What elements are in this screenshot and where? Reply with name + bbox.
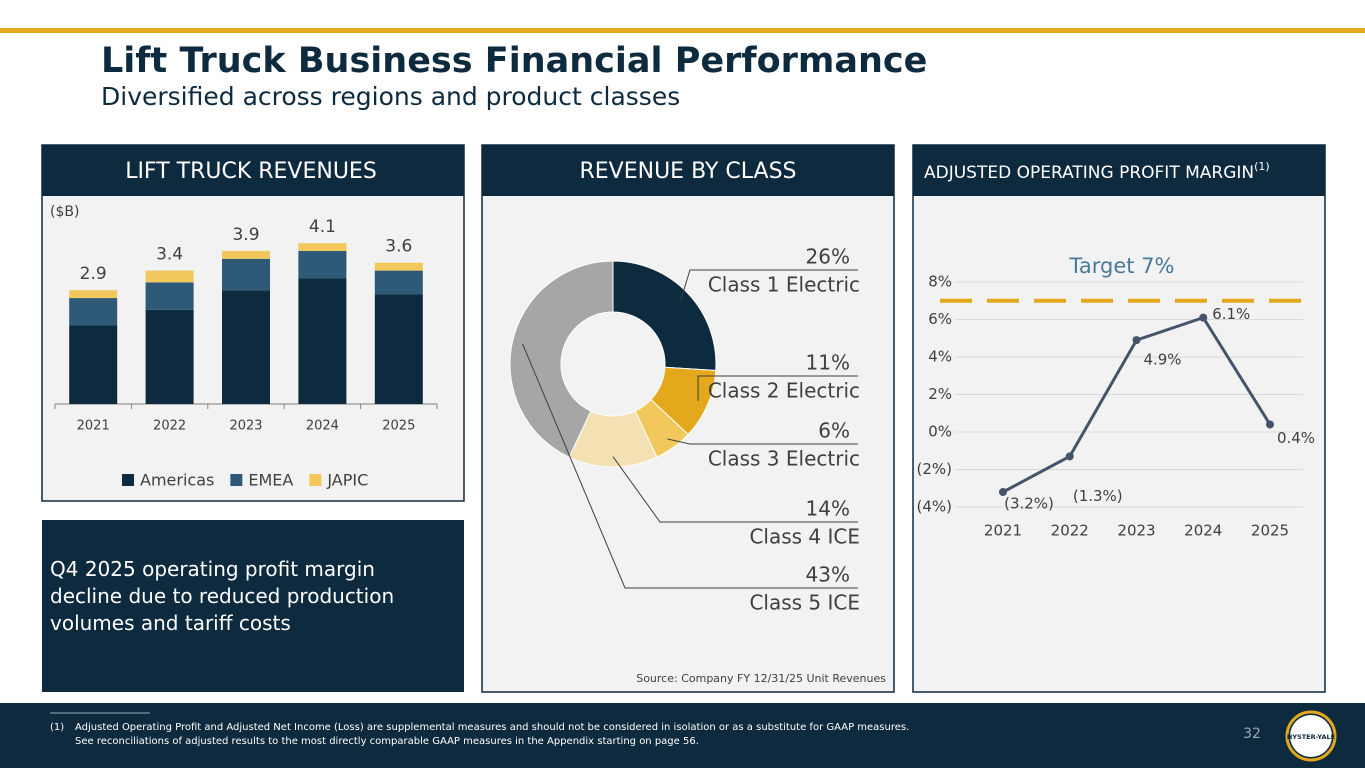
x-tick-label: 2025 — [1251, 522, 1289, 540]
leader-line — [680, 269, 858, 301]
target-label: Target 7% — [1069, 254, 1175, 278]
bar-segment — [374, 270, 423, 295]
slice-category-label: Class 3 Electric — [708, 447, 860, 471]
bar-segment — [298, 250, 347, 279]
x-tick-label: 2024 — [306, 419, 339, 434]
data-label: (1.3%) — [1073, 487, 1123, 505]
x-tick-label: 2023 — [229, 419, 262, 434]
source-note: Source: Company FY 12/31/25 Unit Revenue… — [636, 672, 886, 685]
bar-segment — [374, 294, 423, 404]
data-label: 4.9% — [1143, 351, 1181, 369]
note-text: Q4 2025 operating profit margin decline … — [50, 557, 395, 635]
note-wrap: Q4 2025 operating profit margin decline … — [50, 557, 395, 635]
x-tick-label: 2022 — [1051, 522, 1089, 540]
line-point — [1065, 452, 1074, 461]
legend-swatch — [122, 474, 134, 486]
logo: HYSTER-YALE — [1287, 733, 1335, 741]
panel-title-text: ADJUSTED OPERATING PROFIT MARGIN — [924, 163, 1254, 183]
bar-segment — [222, 258, 270, 291]
note-box — [42, 520, 464, 692]
y-tick-label: 8% — [928, 273, 952, 291]
legend-swatch — [230, 474, 243, 486]
panel-title: LIFT TRUCK REVENUES — [125, 159, 377, 184]
bar-segment — [145, 270, 194, 283]
slice-category-label: Class 2 Electric — [708, 379, 860, 403]
total-label: 3.4 — [156, 245, 183, 265]
y-tick-label: 0% — [928, 423, 952, 441]
leader-line — [667, 438, 858, 445]
slide-title: Lift Truck Business Financial Performanc… — [101, 41, 927, 81]
panel-header — [482, 145, 894, 196]
legend-swatch — [309, 474, 322, 486]
slice-value-label: 14% — [806, 497, 850, 521]
bar-segment — [69, 298, 118, 326]
leader-line — [697, 375, 858, 401]
panel-header — [913, 145, 1325, 196]
bar-segment — [145, 309, 194, 404]
bar-segment — [298, 278, 347, 404]
y-tick-label: 2% — [928, 385, 952, 403]
footer — [0, 703, 1365, 768]
slice-value-label: 6% — [818, 419, 850, 443]
panel-header — [42, 145, 464, 196]
legend-label: Americas — [140, 471, 214, 490]
data-label: 6.1% — [1212, 305, 1250, 323]
bar-segment — [298, 243, 347, 251]
x-tick-label: 2021 — [984, 522, 1022, 540]
y-tick-label: 6% — [928, 310, 952, 328]
bar-segment — [222, 290, 270, 404]
slice-value-label: 26% — [806, 245, 850, 269]
footnote-marker: (1) — [50, 722, 64, 733]
slice-category-label: Class 1 Electric — [708, 273, 860, 297]
leader-line — [522, 343, 858, 589]
title-note: (1) — [1254, 160, 1270, 173]
slice-value-label: 43% — [806, 563, 850, 587]
page-number: 32 — [1243, 726, 1261, 742]
slice-value-label: 11% — [806, 351, 850, 375]
data-label: (3.2%) — [1004, 495, 1054, 513]
panel-title: REVENUE BY CLASS — [579, 159, 796, 184]
leader-line — [612, 456, 858, 523]
bar-segment — [374, 262, 423, 271]
bar-segment — [222, 250, 270, 259]
footnote-line: Adjusted Operating Profit and Adjusted N… — [75, 722, 909, 733]
slice-category-label: Class 4 ICE — [749, 525, 860, 549]
legend-label: JAPIC — [326, 471, 368, 490]
unit-label: ($B) — [50, 204, 79, 220]
slice-category-label: Class 5 ICE — [749, 591, 860, 615]
y-tick-label: (2%) — [916, 460, 952, 478]
slide-subtitle: Diversified across regions and product c… — [101, 82, 680, 111]
bar-segment — [69, 325, 118, 404]
line-point — [999, 488, 1007, 496]
total-label: 3.9 — [232, 225, 259, 245]
total-label: 2.9 — [80, 264, 107, 284]
donut-slice — [612, 260, 717, 371]
x-tick-label: 2023 — [1117, 522, 1155, 540]
y-tick-label: (4%) — [916, 498, 952, 516]
line-point — [1199, 313, 1208, 322]
x-tick-label: 2025 — [382, 419, 415, 434]
legend-label: EMEA — [248, 471, 293, 490]
top-rule — [0, 28, 1365, 33]
panel-title: ADJUSTED OPERATING PROFIT MARGIN(1) — [924, 160, 1270, 183]
data-label: 0.4% — [1277, 429, 1315, 447]
panel — [912, 144, 1326, 693]
x-tick-label: 2021 — [77, 419, 110, 434]
total-label: 4.1 — [309, 217, 336, 237]
x-tick-label: 2024 — [1184, 522, 1222, 540]
logo-ring — [1285, 710, 1337, 762]
x-tick-label: 2022 — [153, 419, 186, 434]
line-point — [1132, 336, 1141, 345]
footnote-line: See reconciliations of adjusted results … — [75, 736, 699, 747]
logo-disc — [1290, 715, 1332, 757]
y-tick-label: 4% — [928, 348, 952, 366]
donut-slice — [509, 260, 614, 458]
bar-segment — [145, 282, 194, 310]
total-label: 3.6 — [385, 237, 412, 257]
line-point — [1266, 420, 1274, 429]
bar-segment — [69, 290, 118, 299]
